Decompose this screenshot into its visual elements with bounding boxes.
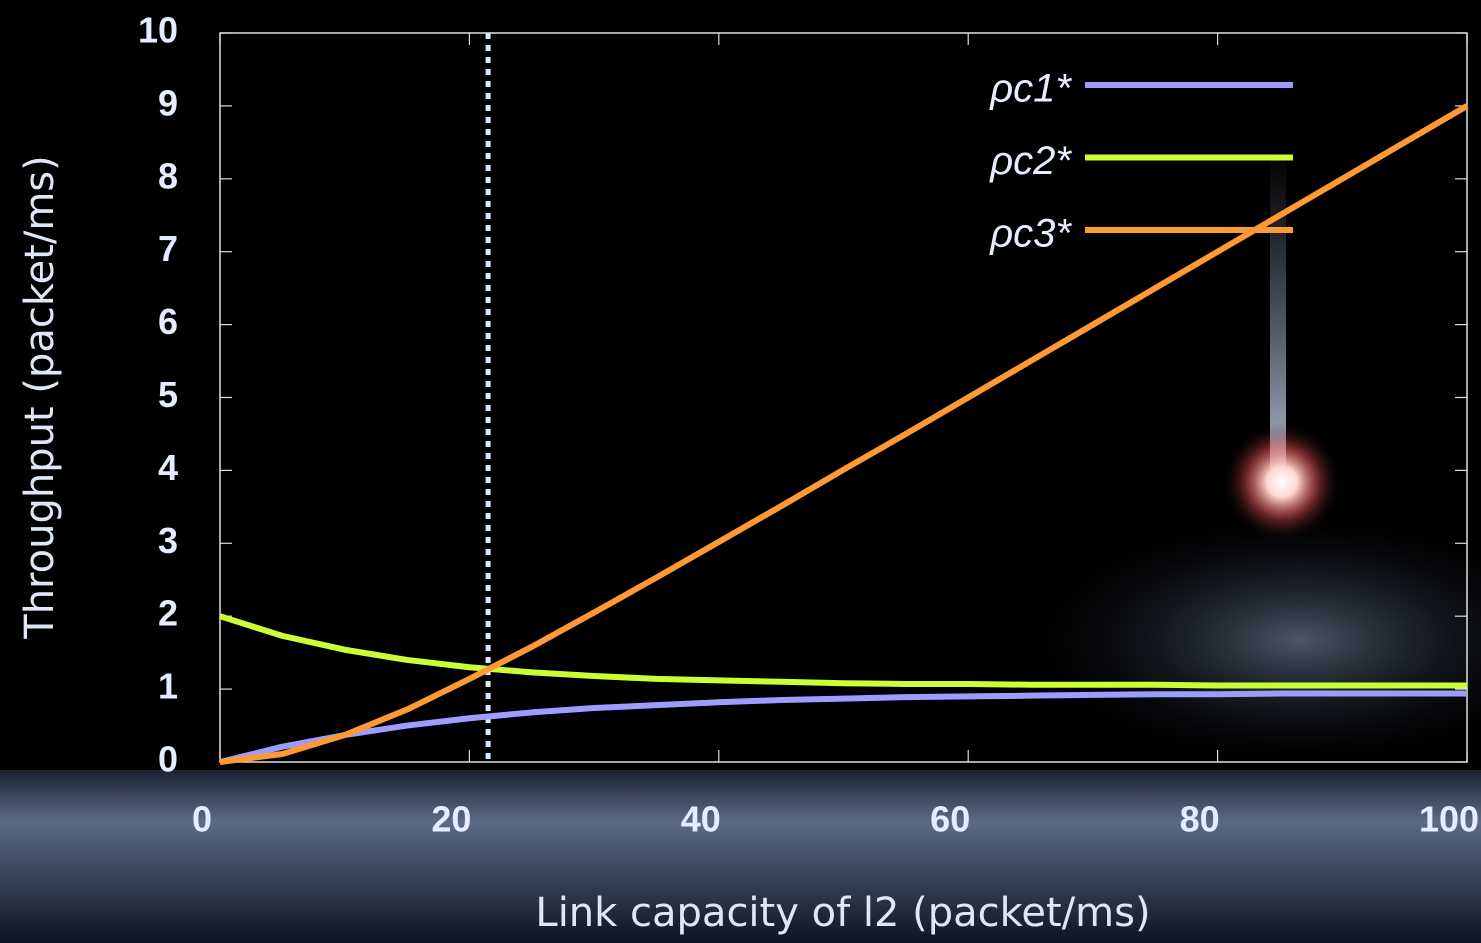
y-tick-label: 4 [158, 447, 178, 488]
y-tick-label: 9 [158, 82, 178, 123]
chart: Throughput (packet/ms) Link capacity of … [0, 0, 1481, 943]
legend-label: ρc2* [989, 139, 1072, 183]
y-tick-label: 1 [158, 666, 178, 707]
y-tick-label: 8 [158, 155, 178, 196]
y-tick-label: 5 [158, 374, 178, 415]
x-tick-label: 0 [192, 799, 212, 840]
y-axis-label: Throughput (packet/ms) [17, 155, 63, 639]
x-tick-label: 100 [1419, 799, 1479, 840]
x-tick-label: 80 [1180, 799, 1220, 840]
y-tick-label: 2 [158, 593, 178, 634]
x-tick-label: 20 [431, 799, 471, 840]
background [0, 0, 1481, 943]
y-tick-label: 6 [158, 301, 178, 342]
legend-label: ρc3* [989, 212, 1072, 256]
y-tick-label: 7 [158, 228, 178, 269]
legend-label: ρc1* [989, 67, 1072, 111]
x-tick-label: 40 [681, 799, 721, 840]
y-tick-label: 0 [158, 739, 178, 780]
x-axis-label: Link capacity of l2 (packet/ms) [535, 890, 1150, 936]
y-tick-label: 3 [158, 520, 178, 561]
y-tick-label: 10 [138, 10, 178, 51]
x-tick-label: 60 [930, 799, 970, 840]
